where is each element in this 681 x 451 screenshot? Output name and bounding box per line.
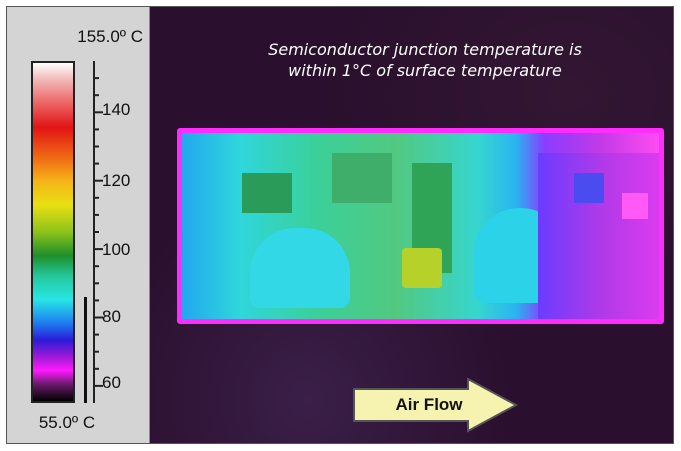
component-heat-zone [250,228,350,308]
caption-line-1: Semiconductor junction temperature is [268,40,582,59]
airflow-arrow: Air Flow [350,377,520,433]
temperature-colorbar [31,61,75,403]
temperature-scale-panel: 155.0º C 140 120 100 80 60 55.0º C [7,7,150,443]
image-caption: Semiconductor junction temperature is wi… [210,39,640,81]
hot-spot [402,248,442,288]
caption-line-2: within 1°C of surface temperature [288,61,562,80]
circuit-board-heatmap [177,128,664,324]
scale-max-label: 155.0º C [77,27,143,46]
tick-label-140: 140 [102,100,131,119]
tick-label-60: 60 [102,373,121,392]
arrow-right-icon [353,377,519,433]
scale-range-marker [84,297,87,403]
tick-label-120: 120 [102,171,131,190]
airflow-label: Air Flow [395,395,463,414]
heat-zone [332,153,392,203]
tick-label-80: 80 [102,307,121,326]
heat-zone [242,173,292,213]
scale-ticks [94,77,103,387]
tick-label-100: 100 [102,240,131,259]
scale-min-label: 55.0º C [38,413,96,432]
thermal-figure: 155.0º C 140 120 100 80 60 55.0º C Semic… [6,6,674,444]
heat-zone [622,193,648,219]
thermal-image: Semiconductor junction temperature is wi… [150,7,673,443]
heat-zone [574,173,604,203]
